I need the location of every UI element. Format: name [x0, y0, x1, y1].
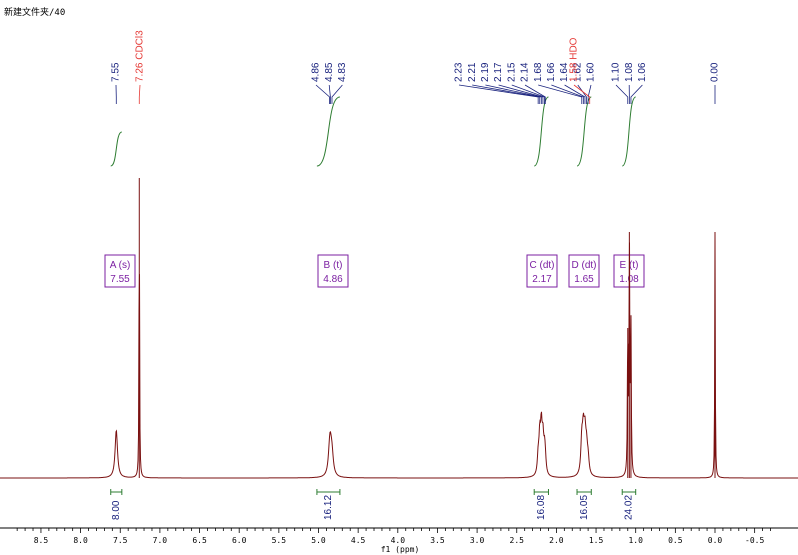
multiplet-value-c: 2.17: [532, 274, 552, 285]
peak-label-7-55: 7.55: [111, 62, 122, 82]
peak-connector-1-10: [615, 84, 629, 104]
integral-curve-16-05: [576, 96, 592, 167]
multiplet-value-b: 4.86: [323, 274, 343, 285]
integral-value-16-05: 16.05: [579, 495, 590, 520]
peak-connector-4-86: [315, 84, 331, 104]
peak-label-2-14: 2.14: [520, 62, 531, 82]
x-tick-label-8-5: 8.5: [34, 536, 49, 545]
x-tick-label-4-5: 4.5: [351, 536, 366, 545]
peak-label-1-68: 1.68: [533, 62, 544, 82]
multiplet-label-c: C (dt): [530, 260, 555, 271]
peak-connector-4-83: [331, 84, 343, 104]
multiplet-label-d: D (dt): [572, 260, 597, 271]
integral-bars: 8.00 16.12 16.08 16.05 24.02: [110, 489, 637, 520]
x-tick-label-1-0: 1.0: [628, 536, 643, 545]
x-tick-label-0-0: 0.0: [708, 536, 723, 545]
peak-connector-1-06: [630, 84, 643, 104]
peak-connector-2-14: [524, 84, 546, 104]
peak-labels: 7.55 7.26 CDCl3 4.86 4.85 4.83 2.23 2.21 2.19 2.…: [111, 30, 721, 104]
x-tick-label-2-0: 2.0: [549, 536, 564, 545]
integral-curve-8-00: [110, 131, 123, 167]
window-title: 新建文件夹/40: [4, 8, 66, 18]
peak-label-7-26-cdcl3: 7.26 CDCl3: [135, 30, 146, 82]
peak-label-4-83: 4.83: [337, 62, 348, 82]
peak-label-1-10: 1.10: [611, 62, 622, 82]
peak-label-0-00: 0.00: [710, 62, 721, 82]
multiplet-box-a: [104, 254, 136, 288]
x-axis: f1 (ppm) 8.5 8.0 7.5 7.0 6.5 6.0 5.5 5.0 4.5 4.0 3…: [0, 527, 798, 554]
spectrum: [0, 178, 798, 479]
x-axis-label: f1 (ppm): [381, 545, 420, 554]
multiplet-value-a: 7.55: [110, 274, 130, 285]
peak-label-1-08: 1.08: [624, 62, 635, 82]
integral-curve-24-02: [621, 96, 637, 167]
peak-label-2-23: 2.23: [454, 62, 465, 82]
peak-label-1-64: 1.64: [559, 62, 570, 82]
integral-value-8-00: 8.00: [111, 500, 122, 520]
peak-label-2-17: 2.17: [493, 62, 504, 82]
spectrum-trace: [0, 231, 798, 479]
peak-connector-1-64: [564, 84, 586, 104]
peak-connector-1-60: [587, 84, 592, 104]
multiplet-label-a: A (s): [110, 260, 131, 271]
peak-label-1-66: 1.66: [546, 62, 557, 82]
peak-label-2-19: 2.19: [480, 62, 491, 82]
x-tick-label-8-0: 8.0: [73, 536, 88, 545]
peak-label-1-06: 1.06: [637, 62, 648, 82]
peak-connector-1-58-hdo: [573, 84, 591, 104]
integral-curve-16-12: [316, 96, 341, 167]
peak-label-4-85: 4.85: [324, 62, 335, 82]
integral-value-24-02: 24.02: [624, 495, 635, 520]
x-tick-label-0-5: 0.5: [668, 536, 683, 545]
peak-connector-4-85: [328, 84, 331, 104]
peak-label-1-62: 1.62: [572, 62, 583, 82]
x-tick-label-4-0: 4.0: [391, 536, 406, 545]
x-tick-label-6-5: 6.5: [192, 536, 207, 545]
peak-connector-1-62: [577, 84, 587, 104]
multiplet-box-b: [317, 254, 349, 288]
peak-connector-1-66: [551, 84, 584, 104]
peak-connector-2-15: [511, 84, 545, 104]
x-tick-label-2-5: 2.5: [510, 536, 525, 545]
multiplet-box-d: [568, 254, 600, 288]
peak-connector-7-26-cdcl3: [138, 84, 141, 104]
x-tick-label-6-0: 6.0: [232, 536, 247, 545]
peak-label-2-15: 2.15: [506, 62, 517, 82]
multiplet-label-b: B (t): [324, 260, 343, 271]
x-tick-label-1-5: 1.5: [589, 536, 604, 545]
x-tick-label-7-0: 7.0: [153, 536, 168, 545]
x-tick-label-3-5: 3.5: [430, 536, 445, 545]
peak-label-1-60: 1.60: [586, 62, 597, 82]
multiplet-box-c: [526, 254, 558, 288]
integral-value-16-12: 16.12: [323, 495, 334, 520]
peak-connector-2-19: [485, 84, 542, 104]
peak-connector-1-68: [538, 84, 583, 104]
x-tick-label-7-5: 7.5: [113, 536, 128, 545]
integral-curve-16-08: [533, 96, 549, 167]
multiplet-value-d: 1.65: [574, 274, 594, 285]
integral-value-16-08: 16.08: [536, 495, 547, 520]
integral-curves: [110, 96, 637, 167]
peak-label-1-58-hdo: 1.58 HDO: [569, 37, 580, 82]
x-tick-label-5-5: 5.5: [272, 536, 287, 545]
x-tick-label-5-0: 5.0: [311, 536, 326, 545]
peak-connector-2-17: [498, 84, 544, 104]
x-tick-label-3-0: 3.0: [470, 536, 485, 545]
x-tick-label-0-5: -0.5: [745, 536, 764, 545]
peak-label-4-86: 4.86: [311, 62, 322, 82]
multiplet-boxes: A (s)7.55B (t)4.86C (dt)2.17D (dt)1.65E …: [104, 254, 645, 288]
peak-label-2-21: 2.21: [467, 62, 478, 82]
